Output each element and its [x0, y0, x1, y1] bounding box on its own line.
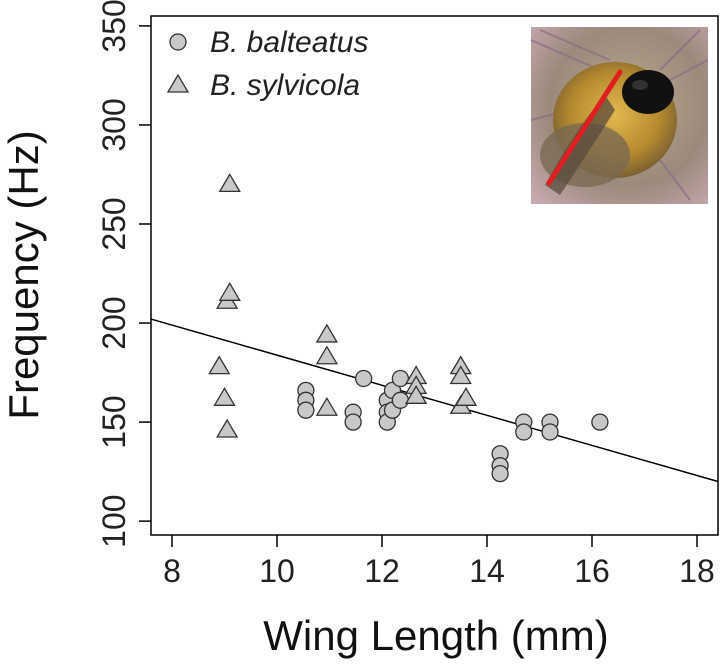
point-sylvicola	[213, 387, 236, 406]
y-tick-label: 250	[96, 197, 132, 250]
x-tick-label: 10	[259, 553, 295, 589]
point-sylvicola	[454, 387, 478, 406]
plot-frame	[150, 15, 719, 536]
y-tick-label: 350	[96, 0, 132, 53]
point-sylvicola	[315, 396, 339, 416]
point-sylvicola	[215, 418, 239, 438]
x-axis-title: Wing Length (mm)	[263, 612, 608, 659]
y-tick-label: 150	[96, 395, 132, 448]
point-balteatus	[354, 369, 373, 388]
legend-label-balteatus: B. balteatus	[210, 26, 368, 59]
point-balteatus	[344, 413, 362, 431]
point-sylvicola	[218, 173, 241, 193]
point-sylvicola	[404, 385, 428, 404]
y-axis-title: Frequency (Hz)	[0, 130, 47, 419]
point-sylvicola	[315, 345, 339, 365]
trend-line	[150, 318, 719, 483]
point-sylvicola	[449, 365, 472, 385]
legend: B. balteatus B. sylvicola	[166, 26, 368, 102]
point-sylvicola	[315, 323, 339, 343]
legend-marker-triangle	[166, 73, 190, 93]
point-balteatus	[541, 423, 559, 441]
legend-marker-circle	[169, 33, 187, 51]
point-balteatus	[297, 401, 315, 419]
trendline-group	[150, 318, 719, 483]
y-tick-label: 100	[96, 494, 132, 547]
inset-photo	[531, 27, 708, 204]
x-tick-label: 18	[679, 553, 715, 589]
x-tick-label: 16	[574, 553, 610, 589]
legend-label-sylvicola: B. sylvicola	[210, 69, 360, 102]
point-sylvicola	[208, 355, 231, 375]
x-tick-label: 14	[469, 553, 505, 589]
x-tick-label: 12	[364, 553, 400, 589]
y-tick-label: 300	[96, 98, 132, 151]
y-tick-label: 200	[96, 296, 132, 349]
point-balteatus	[515, 423, 533, 441]
data-points	[208, 173, 609, 483]
point-balteatus	[391, 391, 410, 409]
point-balteatus	[591, 413, 609, 431]
point-sylvicola	[218, 282, 241, 301]
axis-ticks: 8 10 12 14 16 18 100 150 200 250 300 350	[96, 0, 715, 589]
x-tick-label: 8	[163, 553, 181, 589]
point-balteatus	[491, 464, 509, 483]
